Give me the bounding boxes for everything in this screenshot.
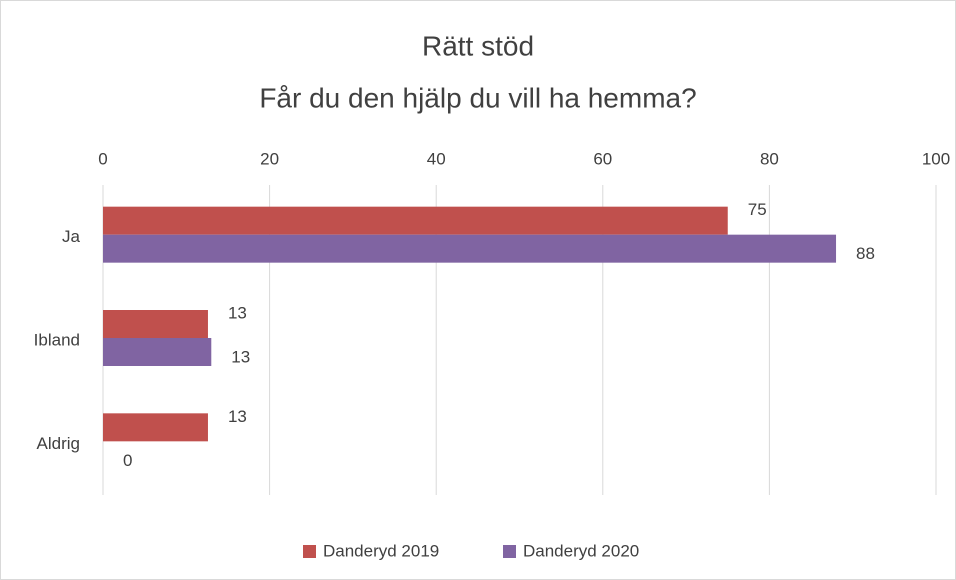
data-label: 88 <box>856 244 875 263</box>
bar <box>103 234 837 263</box>
chart-subtitle: Får du den hjälp du vill ha hemma? <box>259 82 696 113</box>
legend-swatch <box>503 545 516 558</box>
x-tick-label: 0 <box>98 149 107 168</box>
chart-title: Rätt stöd <box>422 30 534 61</box>
y-tick-label: Aldrig <box>37 434 80 453</box>
x-tick-label: 60 <box>593 149 612 168</box>
data-label: 13 <box>228 407 247 426</box>
x-tick-label: 20 <box>260 149 279 168</box>
x-tick-label: 100 <box>922 149 950 168</box>
bar <box>103 206 728 235</box>
data-label: 0 <box>123 451 132 470</box>
legend-label: Danderyd 2020 <box>523 541 639 560</box>
legend-label: Danderyd 2019 <box>323 541 439 560</box>
bar <box>103 413 208 442</box>
x-tick-label: 80 <box>760 149 779 168</box>
data-label: 75 <box>748 200 767 219</box>
bar <box>103 338 212 366</box>
x-tick-label: 40 <box>427 149 446 168</box>
data-label: 13 <box>228 303 247 322</box>
y-tick-label: Ja <box>62 227 81 246</box>
bar <box>103 310 208 338</box>
data-label: 13 <box>231 347 250 366</box>
legend-swatch <box>303 545 316 558</box>
y-tick-label: Ibland <box>34 330 80 349</box>
